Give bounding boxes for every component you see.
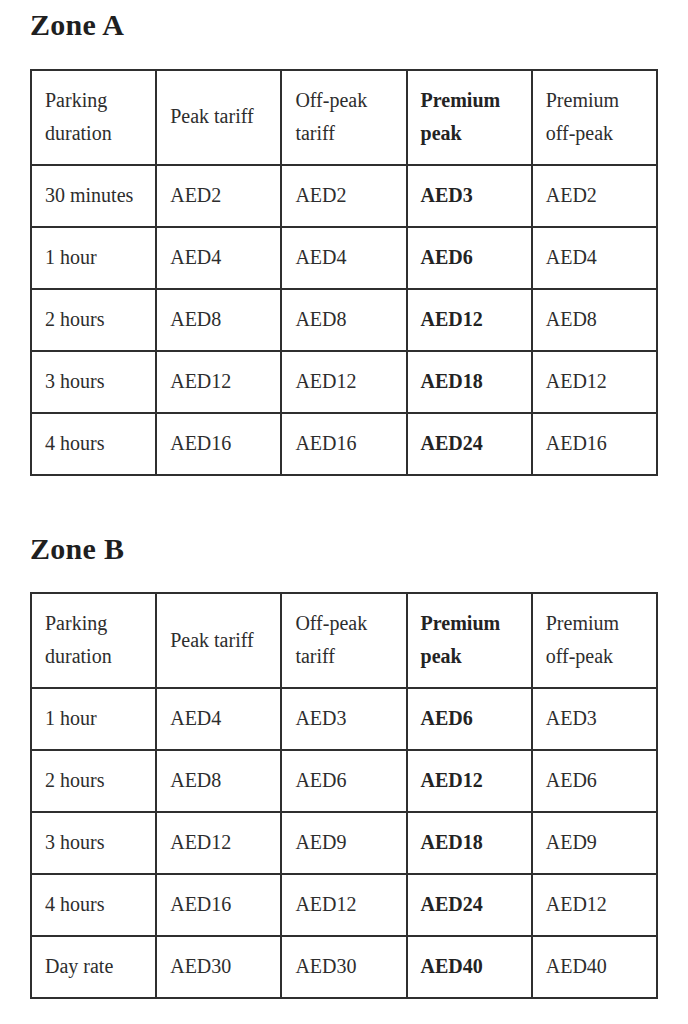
peak-tariff-cell: AED16 xyxy=(156,874,281,936)
premium-peak-cell: AED12 xyxy=(407,750,532,812)
column-header-premium-off-peak: Premium off-peak xyxy=(532,593,657,688)
premium-off-peak-cell: AED9 xyxy=(532,812,657,874)
off-peak-tariff-cell: AED9 xyxy=(281,812,406,874)
premium-peak-cell: AED6 xyxy=(407,227,532,289)
column-header-premium-peak: Premium peak xyxy=(407,70,532,165)
duration-cell: 4 hours xyxy=(31,413,156,475)
zone-b-section: Zone B Parking duration Peak tariff Off-… xyxy=(30,532,658,1000)
column-header-premium-peak: Premium peak xyxy=(407,593,532,688)
off-peak-tariff-cell: AED2 xyxy=(281,165,406,227)
table-row: 3 hours AED12 AED9 AED18 AED9 xyxy=(31,812,657,874)
peak-tariff-cell: AED12 xyxy=(156,812,281,874)
premium-peak-cell: AED40 xyxy=(407,936,532,998)
table-row: 4 hours AED16 AED16 AED24 AED16 xyxy=(31,413,657,475)
table-row: Day rate AED30 AED30 AED40 AED40 xyxy=(31,936,657,998)
table-row: 3 hours AED12 AED12 AED18 AED12 xyxy=(31,351,657,413)
premium-off-peak-cell: AED40 xyxy=(532,936,657,998)
premium-off-peak-cell: AED12 xyxy=(532,874,657,936)
off-peak-tariff-cell: AED30 xyxy=(281,936,406,998)
peak-tariff-cell: AED4 xyxy=(156,688,281,750)
duration-cell: 30 minutes xyxy=(31,165,156,227)
zone-a-tariff-table: Parking duration Peak tariff Off-peak ta… xyxy=(30,69,658,476)
peak-tariff-cell: AED2 xyxy=(156,165,281,227)
peak-tariff-cell: AED12 xyxy=(156,351,281,413)
duration-cell: 2 hours xyxy=(31,750,156,812)
premium-off-peak-cell: AED16 xyxy=(532,413,657,475)
column-header-parking-duration: Parking duration xyxy=(31,70,156,165)
premium-off-peak-cell: AED12 xyxy=(532,351,657,413)
column-header-peak-tariff: Peak tariff xyxy=(156,593,281,688)
off-peak-tariff-cell: AED12 xyxy=(281,874,406,936)
zone-a-section: Zone A Parking duration Peak tariff Off-… xyxy=(30,8,658,476)
premium-peak-cell: AED18 xyxy=(407,351,532,413)
zone-b-title: Zone B xyxy=(30,532,658,567)
table-row: 4 hours AED16 AED12 AED24 AED12 xyxy=(31,874,657,936)
table-row: 1 hour AED4 AED4 AED6 AED4 xyxy=(31,227,657,289)
column-header-off-peak-tariff: Off-peak tariff xyxy=(281,70,406,165)
premium-off-peak-cell: AED4 xyxy=(532,227,657,289)
peak-tariff-cell: AED16 xyxy=(156,413,281,475)
duration-cell: 1 hour xyxy=(31,227,156,289)
peak-tariff-cell: AED30 xyxy=(156,936,281,998)
peak-tariff-cell: AED8 xyxy=(156,750,281,812)
zone-b-tariff-table: Parking duration Peak tariff Off-peak ta… xyxy=(30,592,658,999)
zone-a-header-row: Parking duration Peak tariff Off-peak ta… xyxy=(31,70,657,165)
duration-cell: 3 hours xyxy=(31,351,156,413)
table-row: 2 hours AED8 AED6 AED12 AED6 xyxy=(31,750,657,812)
table-row: 1 hour AED4 AED3 AED6 AED3 xyxy=(31,688,657,750)
duration-cell: 4 hours xyxy=(31,874,156,936)
table-row: 2 hours AED8 AED8 AED12 AED8 xyxy=(31,289,657,351)
duration-cell: Day rate xyxy=(31,936,156,998)
column-header-premium-off-peak: Premium off-peak xyxy=(532,70,657,165)
column-header-parking-duration: Parking duration xyxy=(31,593,156,688)
off-peak-tariff-cell: AED16 xyxy=(281,413,406,475)
parking-tariffs-page: Zone A Parking duration Peak tariff Off-… xyxy=(0,0,688,1007)
duration-cell: 1 hour xyxy=(31,688,156,750)
off-peak-tariff-cell: AED4 xyxy=(281,227,406,289)
peak-tariff-cell: AED4 xyxy=(156,227,281,289)
off-peak-tariff-cell: AED8 xyxy=(281,289,406,351)
duration-cell: 2 hours xyxy=(31,289,156,351)
premium-peak-cell: AED24 xyxy=(407,874,532,936)
column-header-peak-tariff: Peak tariff xyxy=(156,70,281,165)
premium-off-peak-cell: AED8 xyxy=(532,289,657,351)
premium-off-peak-cell: AED3 xyxy=(532,688,657,750)
off-peak-tariff-cell: AED12 xyxy=(281,351,406,413)
premium-peak-cell: AED18 xyxy=(407,812,532,874)
column-header-off-peak-tariff: Off-peak tariff xyxy=(281,593,406,688)
off-peak-tariff-cell: AED6 xyxy=(281,750,406,812)
premium-peak-cell: AED3 xyxy=(407,165,532,227)
peak-tariff-cell: AED8 xyxy=(156,289,281,351)
premium-off-peak-cell: AED6 xyxy=(532,750,657,812)
duration-cell: 3 hours xyxy=(31,812,156,874)
premium-peak-cell: AED24 xyxy=(407,413,532,475)
premium-off-peak-cell: AED2 xyxy=(532,165,657,227)
zone-b-header-row: Parking duration Peak tariff Off-peak ta… xyxy=(31,593,657,688)
off-peak-tariff-cell: AED3 xyxy=(281,688,406,750)
table-row: 30 minutes AED2 AED2 AED3 AED2 xyxy=(31,165,657,227)
zone-a-title: Zone A xyxy=(30,8,658,43)
premium-peak-cell: AED12 xyxy=(407,289,532,351)
premium-peak-cell: AED6 xyxy=(407,688,532,750)
